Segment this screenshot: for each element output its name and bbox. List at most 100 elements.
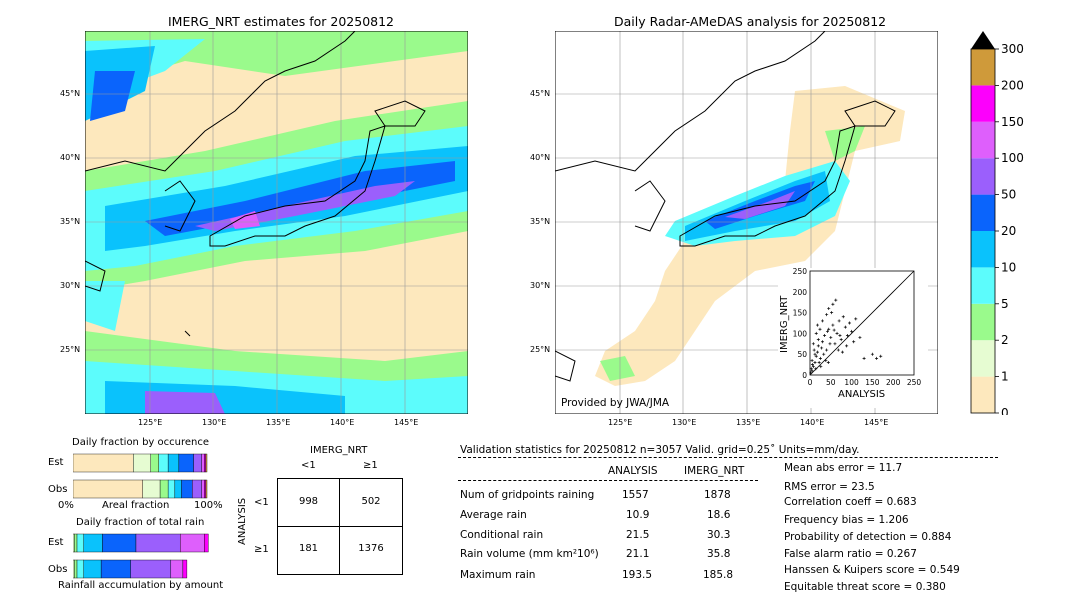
validation-divider-2	[458, 480, 758, 481]
right-lon-label: 130°E	[672, 418, 697, 427]
one-to-one-line	[809, 270, 915, 376]
fraction-segment	[135, 533, 181, 553]
colorbar-tick-label: 100	[1001, 151, 1024, 165]
scatter-point	[875, 356, 879, 360]
scatter-point	[828, 342, 832, 346]
colorbar-tick-label: 150	[1001, 115, 1024, 129]
scatter-point	[811, 365, 815, 369]
scatter-point	[829, 336, 833, 340]
scatter-points	[809, 298, 883, 375]
validation-row-label: Maximum rain	[460, 569, 536, 581]
validation-row-analysis: 21.1	[626, 548, 650, 560]
scatter-point	[823, 333, 827, 337]
scatter-point	[815, 323, 819, 327]
validation-header: Validation statistics for 20250812 n=305…	[460, 444, 860, 456]
scatter-point	[809, 371, 813, 375]
colorbar: 0 1 2 5 10 20 50 100 150 200 300	[970, 31, 1024, 415]
contingency-cell: 502	[361, 496, 381, 507]
fraction-segment	[204, 453, 206, 473]
scatter-point	[822, 352, 826, 356]
contingency-cell: 998	[298, 496, 319, 507]
scatter-point	[848, 321, 852, 325]
fraction-segment	[133, 453, 151, 473]
contingency-col-header: ≥1	[363, 460, 378, 471]
scatter-point	[813, 352, 817, 356]
contingency-cell: 181	[298, 543, 319, 554]
scatter-point	[837, 319, 841, 323]
fraction-segment	[150, 453, 159, 473]
scatter-point	[825, 348, 829, 352]
occurrence-row-est: Est	[48, 457, 64, 468]
scatter-point	[824, 358, 828, 362]
scatter-xtick-label: 200	[886, 378, 901, 387]
left-map-rain-field	[85, 31, 468, 414]
fraction-segment	[205, 453, 208, 473]
scatter-point	[815, 350, 819, 354]
scatter-ytick-label: 200	[793, 288, 808, 297]
scatter-point	[814, 331, 818, 335]
data-credit: Provided by JWA/JMA	[561, 397, 670, 409]
colorbar-extend-arrow	[971, 31, 995, 49]
scatter-point	[879, 354, 883, 358]
totalrain-bars	[73, 533, 209, 579]
fraction-segment	[178, 453, 194, 473]
score-line: RMS error = 23.5	[784, 481, 875, 493]
score-line: Frequency bias = 1.206	[784, 514, 909, 526]
validation-row-label: Rain volume (mm km²10⁶)	[460, 548, 599, 560]
scatter-point	[809, 367, 813, 371]
scatter-point	[820, 346, 824, 350]
scatter-ticks: 0 50 100 150 200 250 0 50 100 150 200 250	[793, 267, 922, 387]
score-line: Correlation coeff = 0.683	[784, 496, 917, 508]
right-lat-label: 35°N	[530, 217, 551, 226]
scatter-point	[832, 328, 836, 332]
right-map-coastlines	[555, 31, 896, 382]
fraction-segment	[74, 559, 78, 579]
fraction-segment	[142, 479, 161, 499]
totalrain-row-est: Est	[48, 537, 64, 548]
score-line: Equitable threat score = 0.380	[784, 581, 946, 593]
scatter-xlabel: ANALYSIS	[838, 389, 886, 400]
colorbar-swatch	[971, 303, 995, 341]
scatter-ytick-label: 50	[797, 350, 807, 359]
right-lat-label: 45°N	[530, 89, 551, 98]
scatter-xtick-label: 250	[907, 378, 922, 387]
occurrence-xtick-0: 0%	[58, 500, 74, 511]
occurrence-xtick-1: 100%	[194, 500, 223, 511]
fraction-segment	[192, 479, 202, 499]
right-lon-label: 145°E	[864, 418, 889, 427]
contingency-row-axis: ANALYSIS	[237, 497, 248, 545]
right-lat-label: 25°N	[530, 345, 551, 354]
fraction-segment	[73, 453, 134, 473]
scatter-xtick-label: 50	[826, 378, 836, 387]
scatter-point	[813, 361, 817, 365]
validation-row-analysis: 193.5	[622, 569, 653, 581]
left-lat-label: 35°N	[60, 217, 81, 226]
fraction-segment	[167, 479, 176, 499]
scatter-point	[840, 350, 844, 354]
occurrence-title: Daily fraction by occurence	[72, 437, 210, 448]
fraction-segment	[201, 479, 205, 499]
right-lon-label: 135°E	[736, 418, 761, 427]
colorbar-tick-label: 1	[1001, 370, 1009, 384]
left-lat-label: 45°N	[60, 89, 81, 98]
scatter-ytick-label: 150	[793, 309, 808, 318]
fraction-segment	[73, 533, 75, 553]
validation-row-label: Average rain	[460, 509, 527, 521]
scatter-point	[838, 333, 842, 337]
contingency-cell: 1376	[358, 543, 384, 554]
contingency-table: 998 502 181 1376	[277, 478, 403, 575]
scatter-point	[852, 340, 856, 344]
right-map-title: Daily Radar-AMeDAS analysis for 20250812	[614, 14, 887, 29]
right-lat-label: 40°N	[530, 153, 551, 162]
colorbar-tick-label: 5	[1001, 297, 1009, 311]
fraction-segment	[182, 559, 188, 579]
validation-row-analysis: 10.9	[626, 509, 650, 521]
scatter-point	[818, 356, 822, 360]
fraction-segment	[158, 453, 169, 473]
scatter-point	[816, 344, 820, 348]
contingency-row-header: <1	[254, 497, 269, 508]
colorbar-tick-label: 20	[1001, 224, 1016, 238]
colorbar-tick-label: 50	[1001, 188, 1016, 202]
totalrain-title: Daily fraction of total rain	[76, 517, 205, 528]
colorbar-swatch	[971, 340, 995, 377]
